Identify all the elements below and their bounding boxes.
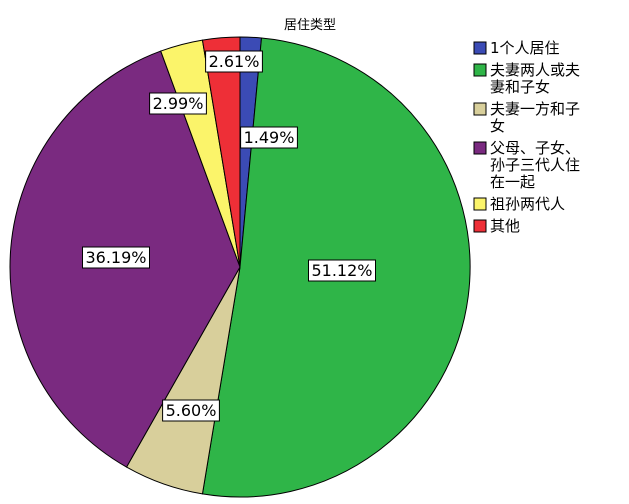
legend-swatch-3: [473, 141, 487, 155]
slice-label-5: 2.61%: [205, 50, 263, 73]
slice-label-0: 1.49%: [240, 126, 298, 149]
legend-swatch-0: [473, 41, 487, 55]
legend-swatch-1: [473, 63, 487, 77]
slice-label-box-2: [162, 399, 220, 422]
legend-item-3: 父母、子女、孙子三代人住在一起: [473, 139, 580, 191]
slice-label-box-3: [82, 246, 150, 269]
legend-label-5: 其他: [490, 217, 520, 235]
legend-item-5: 其他: [473, 217, 520, 235]
slice-label-box-1: [308, 259, 376, 282]
slice-label-box-0: [240, 126, 298, 149]
legend-label-3: 父母、子女、孙子三代人住在一起: [490, 139, 580, 191]
slice-label-text-3: 36.19%: [85, 248, 146, 267]
pie-slices: [9, 36, 471, 498]
pie-slice-5: [201, 36, 241, 268]
slice-label-text-5: 2.61%: [209, 52, 260, 71]
slice-label-text-4: 2.99%: [153, 94, 204, 113]
slice-label-box-4: [149, 92, 207, 115]
legend-item-0: 1个人居住: [473, 39, 560, 57]
slice-label-box-5: [205, 50, 263, 73]
legend-swatch-4: [473, 197, 487, 211]
legend-item-4: 祖孙两代人: [473, 195, 565, 213]
slice-label-text-1: 51.12%: [311, 261, 372, 280]
chart-title: 居住类型: [284, 18, 336, 33]
slice-label-3: 36.19%: [82, 246, 150, 269]
legend-item-2: 夫妻一方和子女: [473, 100, 580, 135]
legend: 1个人居住夫妻两人或夫妻和子女夫妻一方和子女父母、子女、孙子三代人住在一起祖孙两…: [473, 39, 580, 235]
legend-label-4: 祖孙两代人: [490, 195, 565, 213]
legend-label-0: 1个人居住: [490, 39, 560, 57]
legend-label-1: 夫妻两人或夫妻和子女: [490, 61, 580, 96]
slice-label-1: 51.12%: [308, 259, 376, 282]
legend-swatch-2: [473, 102, 487, 116]
legend-item-1: 夫妻两人或夫妻和子女: [473, 61, 580, 96]
legend-label-2: 夫妻一方和子女: [490, 100, 580, 135]
slice-label-text-0: 1.49%: [244, 128, 295, 147]
slice-label-2: 5.60%: [162, 399, 220, 422]
pie-labels: 1.49% 51.12% 5.60% 36.19% 2.99% 2.61%: [82, 50, 376, 422]
slice-label-text-2: 5.60%: [166, 401, 217, 420]
legend-swatch-5: [473, 219, 487, 233]
slice-label-4: 2.99%: [149, 92, 207, 115]
